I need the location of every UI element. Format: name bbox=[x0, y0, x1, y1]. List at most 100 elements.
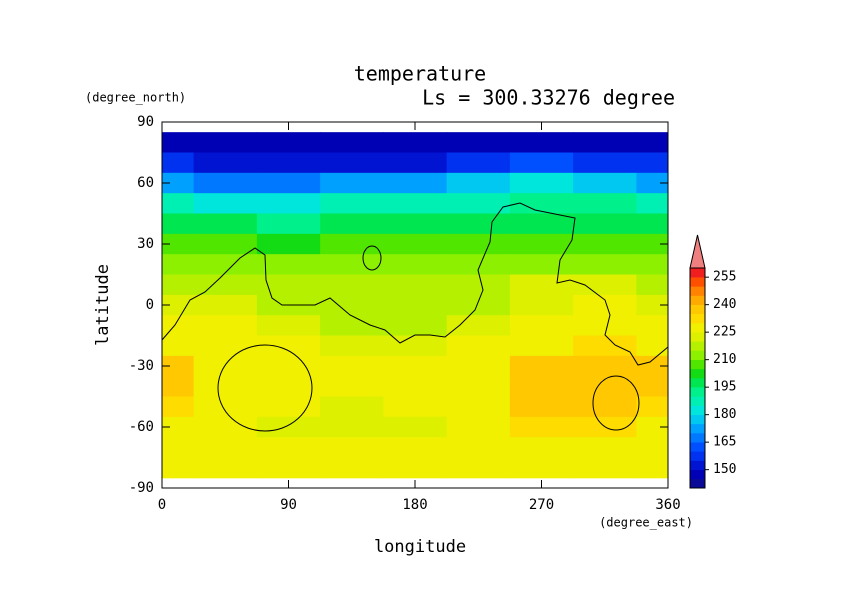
field-cell bbox=[383, 294, 448, 316]
field-cell bbox=[256, 193, 321, 214]
field-cell bbox=[193, 213, 258, 235]
field-cell bbox=[193, 376, 258, 397]
colorbar-bin bbox=[690, 368, 705, 379]
field-cell bbox=[193, 294, 258, 316]
field-cell bbox=[573, 172, 637, 194]
field-cell bbox=[573, 152, 637, 174]
field-cell bbox=[573, 294, 637, 316]
field-cell bbox=[193, 132, 258, 153]
field-cell bbox=[446, 152, 511, 174]
colorbar-bin bbox=[690, 286, 705, 296]
field-cell bbox=[383, 457, 448, 479]
colorbar-bin bbox=[690, 423, 705, 434]
field-cell bbox=[446, 254, 511, 275]
field-cell bbox=[573, 315, 637, 336]
field-cell bbox=[509, 396, 574, 418]
field-cell bbox=[573, 254, 637, 275]
field-cell bbox=[446, 396, 511, 418]
field-cell bbox=[193, 233, 258, 255]
field-cell bbox=[573, 233, 637, 255]
field-cell bbox=[256, 172, 321, 194]
field-cell bbox=[383, 396, 448, 418]
field-cell bbox=[636, 213, 669, 235]
colorbar-bin bbox=[690, 304, 705, 315]
field-cell bbox=[509, 315, 574, 336]
field-cell bbox=[636, 152, 669, 174]
topography-contour bbox=[217, 344, 313, 432]
field-cell bbox=[320, 274, 384, 296]
field-cell bbox=[509, 172, 574, 194]
field-cell bbox=[573, 437, 637, 458]
field-cell bbox=[193, 437, 258, 458]
colorbar-bin bbox=[690, 442, 705, 452]
field-cell bbox=[383, 152, 448, 174]
field-cell bbox=[162, 233, 195, 255]
field-cell bbox=[383, 437, 448, 458]
field-cell bbox=[162, 457, 195, 479]
field-cell bbox=[320, 396, 384, 418]
field-cell bbox=[320, 315, 384, 336]
field-cell bbox=[320, 152, 384, 174]
x-tick-label: 360 bbox=[655, 497, 680, 513]
field-cell bbox=[446, 294, 511, 316]
y-tick-label: 90 bbox=[137, 114, 154, 130]
colorbar-bin bbox=[690, 469, 705, 480]
field-cell bbox=[636, 193, 669, 214]
field-cell bbox=[636, 437, 669, 458]
colorbar-tick-label: 255 bbox=[713, 270, 736, 285]
field-cell bbox=[509, 254, 574, 275]
field-cell bbox=[573, 335, 637, 357]
field-cell bbox=[446, 416, 511, 438]
field-cell bbox=[509, 294, 574, 316]
field-cell bbox=[636, 172, 669, 194]
field-cell bbox=[193, 457, 258, 479]
colorbar-tick-label: 165 bbox=[713, 435, 736, 450]
field-cell bbox=[162, 213, 195, 235]
field-cell bbox=[162, 193, 195, 214]
y-tick-label: 0 bbox=[146, 297, 154, 313]
field-cell bbox=[320, 294, 384, 316]
field-cell bbox=[383, 254, 448, 275]
field-cell bbox=[636, 396, 669, 418]
colorbar-tick-label: 210 bbox=[713, 352, 736, 367]
field-cell bbox=[256, 274, 321, 296]
field-cell bbox=[320, 172, 384, 194]
field-cell bbox=[162, 396, 195, 418]
field-cell bbox=[320, 193, 384, 214]
y-units: (degree_north) bbox=[85, 91, 186, 105]
field-cell bbox=[636, 132, 669, 153]
field-cell bbox=[446, 213, 511, 235]
field-cell bbox=[256, 233, 321, 255]
colorbar-bin bbox=[690, 414, 705, 425]
field bbox=[162, 132, 669, 479]
colorbar-bin bbox=[690, 295, 705, 305]
field-cell bbox=[509, 335, 574, 357]
y-tick-label: -60 bbox=[129, 419, 154, 435]
field-cell bbox=[193, 274, 258, 296]
field-cell bbox=[509, 132, 574, 153]
colorbar-frame bbox=[689, 267, 706, 489]
field-cell bbox=[193, 172, 258, 194]
field-cell bbox=[256, 437, 321, 458]
field-cell bbox=[509, 355, 574, 377]
field-cell bbox=[320, 437, 384, 458]
field-cell bbox=[193, 396, 258, 418]
field-cell bbox=[509, 233, 574, 255]
field-cell bbox=[320, 213, 384, 235]
field-cell bbox=[573, 193, 637, 214]
field-cell bbox=[162, 416, 195, 438]
field-cell bbox=[573, 213, 637, 235]
field-cell bbox=[446, 233, 511, 255]
field-cell bbox=[193, 193, 258, 214]
x-tick-label: 180 bbox=[402, 497, 427, 513]
field-cell bbox=[446, 457, 511, 479]
field-cell bbox=[383, 233, 448, 255]
colorbar-bin bbox=[690, 460, 705, 470]
topography-contour bbox=[592, 375, 640, 431]
field-cell bbox=[573, 376, 637, 397]
field-cell bbox=[573, 274, 637, 296]
field-cell bbox=[162, 335, 195, 357]
x-tick-label: 270 bbox=[529, 497, 554, 513]
colorbar-tick-label: 150 bbox=[713, 462, 736, 477]
